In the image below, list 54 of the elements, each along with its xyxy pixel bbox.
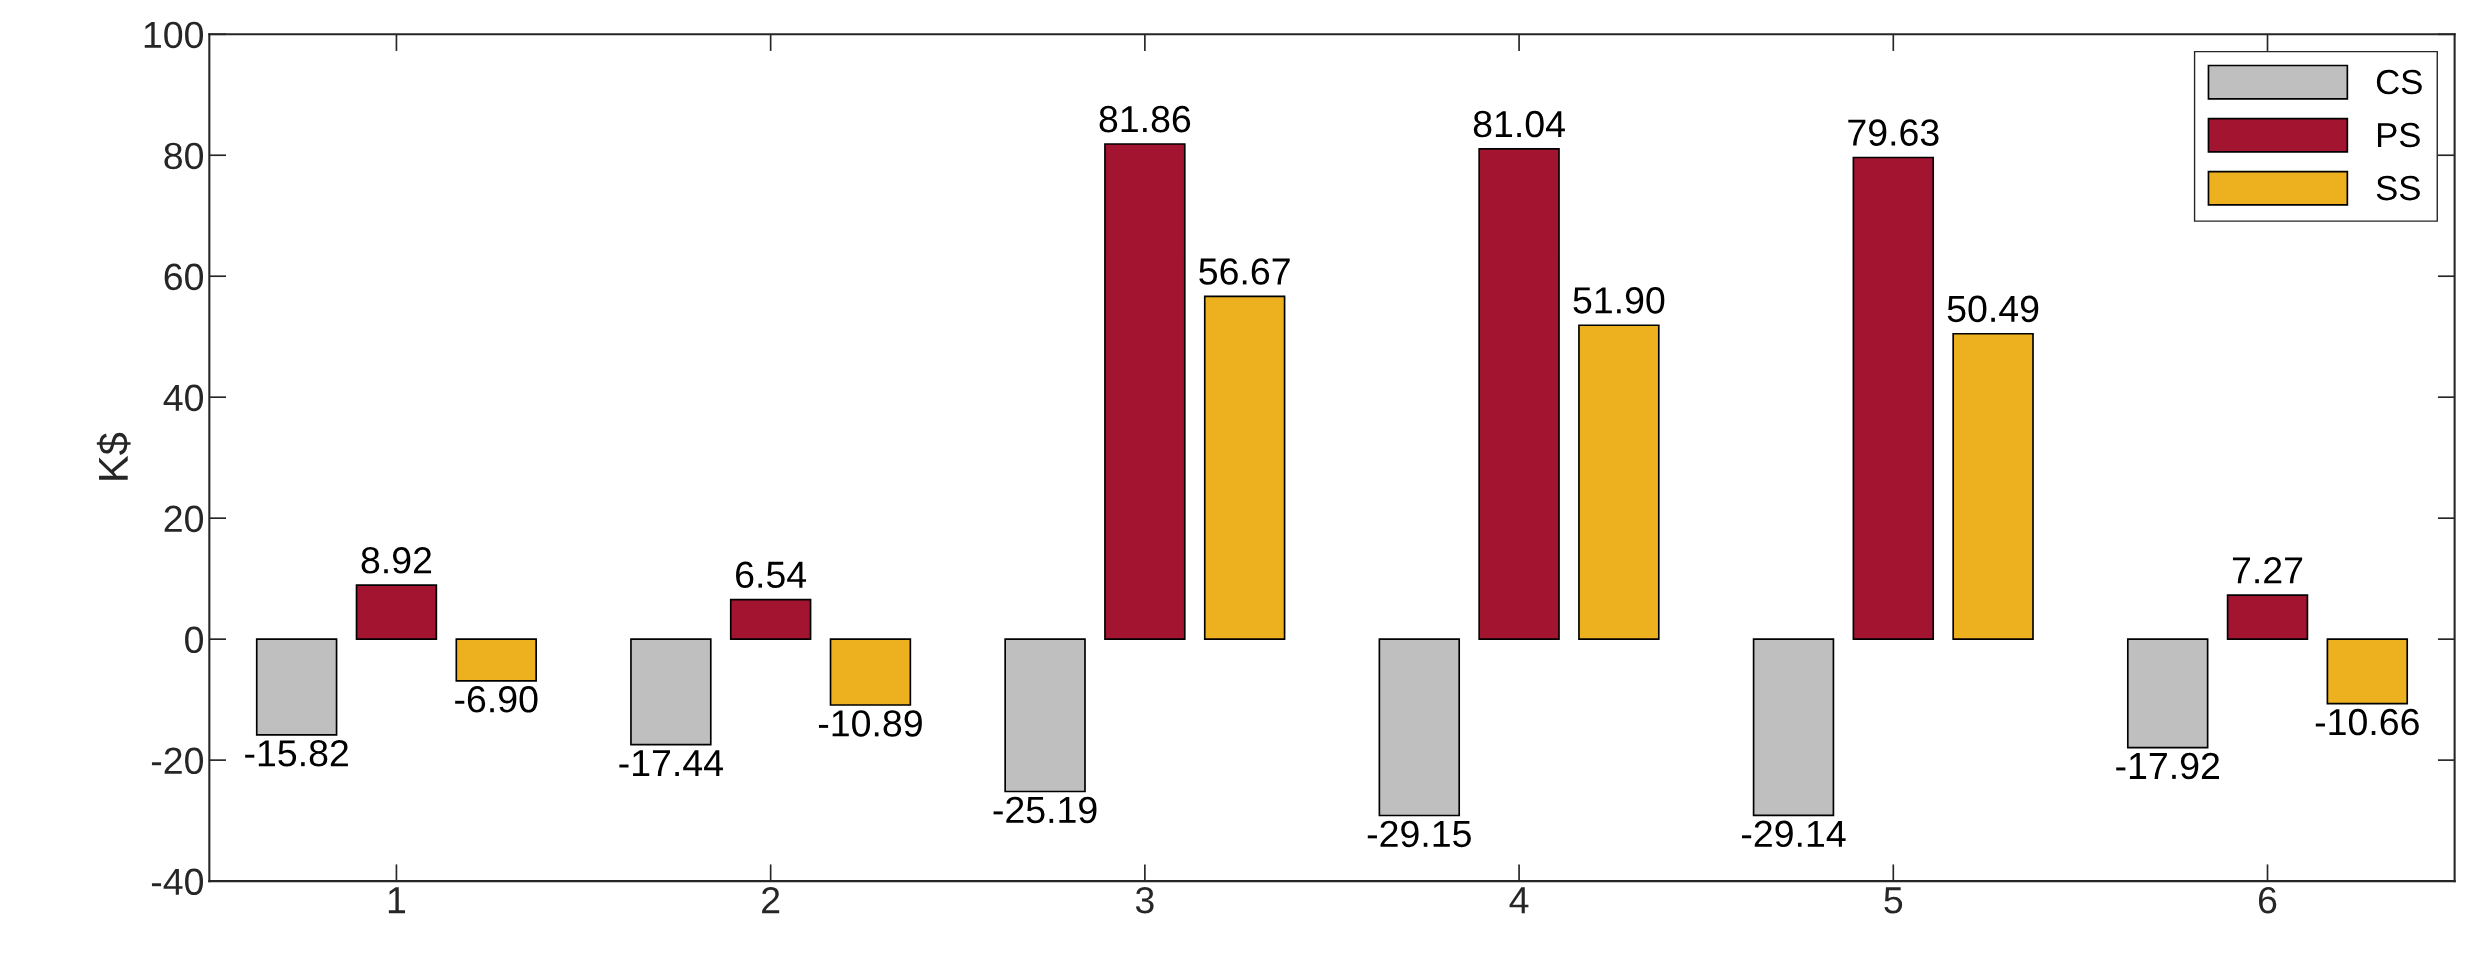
bar [1852, 156, 1935, 640]
data-label: 79.63 [1848, 119, 1939, 146]
bar [630, 638, 712, 746]
bar [1478, 148, 1560, 640]
data-label: 81.86 [1099, 105, 1191, 133]
y-tick-label: -40 [151, 868, 204, 896]
legend-label: PS [2377, 122, 2420, 148]
bar [2326, 638, 2409, 705]
bar [2126, 638, 2209, 749]
legend-label: SS [2376, 175, 2420, 201]
data-label: -25.19 [993, 796, 1097, 824]
data-label: -10.66 [2315, 708, 2419, 736]
data-label: -29.15 [1367, 820, 1471, 848]
y-axis-title: K$ [96, 432, 131, 480]
data-label: -15.82 [245, 740, 348, 767]
bar [2226, 594, 2309, 640]
x-tick-label: 5 [1884, 887, 1903, 914]
bar [1104, 143, 1186, 640]
y-tick-label: 20 [164, 505, 203, 533]
data-label: 51.90 [1573, 287, 1665, 314]
y-tick-label: 100 [144, 21, 204, 49]
bar [455, 638, 537, 682]
x-tick-label: 1 [388, 887, 406, 914]
y-tick-label: 60 [164, 263, 203, 291]
data-label: 7.27 [2232, 557, 2303, 584]
bar [1004, 638, 1086, 793]
x-tick-label: 4 [1509, 887, 1529, 914]
bar [1952, 332, 2034, 640]
bar [1578, 324, 1660, 640]
x-tick-label: 3 [1135, 886, 1154, 914]
data-label: 81.04 [1473, 110, 1565, 138]
y-tick-label: 40 [163, 384, 203, 412]
x-tick-label: 2 [762, 886, 780, 914]
x-tick-label: 6 [2258, 886, 2277, 914]
data-label: -6.90 [455, 686, 538, 713]
data-label: 8.92 [361, 547, 432, 574]
bar [255, 638, 338, 736]
y-tick-label: 80 [164, 142, 203, 170]
data-label: 6.54 [736, 561, 807, 589]
legend-label: CS [2376, 69, 2422, 95]
y-tick-label: 0 [185, 626, 203, 654]
bar [1378, 638, 1461, 817]
data-label: -10.89 [818, 710, 922, 737]
bar [355, 584, 438, 640]
data-label: -29.14 [1742, 820, 1846, 848]
bar [1203, 295, 1286, 640]
data-label: -17.44 [619, 750, 723, 776]
bar [1752, 638, 1835, 817]
y-tick-label: -20 [151, 747, 204, 775]
data-label: 50.49 [1947, 295, 2039, 323]
bar [829, 638, 912, 706]
data-label: 56.67 [1199, 258, 1290, 285]
data-label: -17.92 [2116, 752, 2220, 780]
bar [729, 598, 812, 640]
